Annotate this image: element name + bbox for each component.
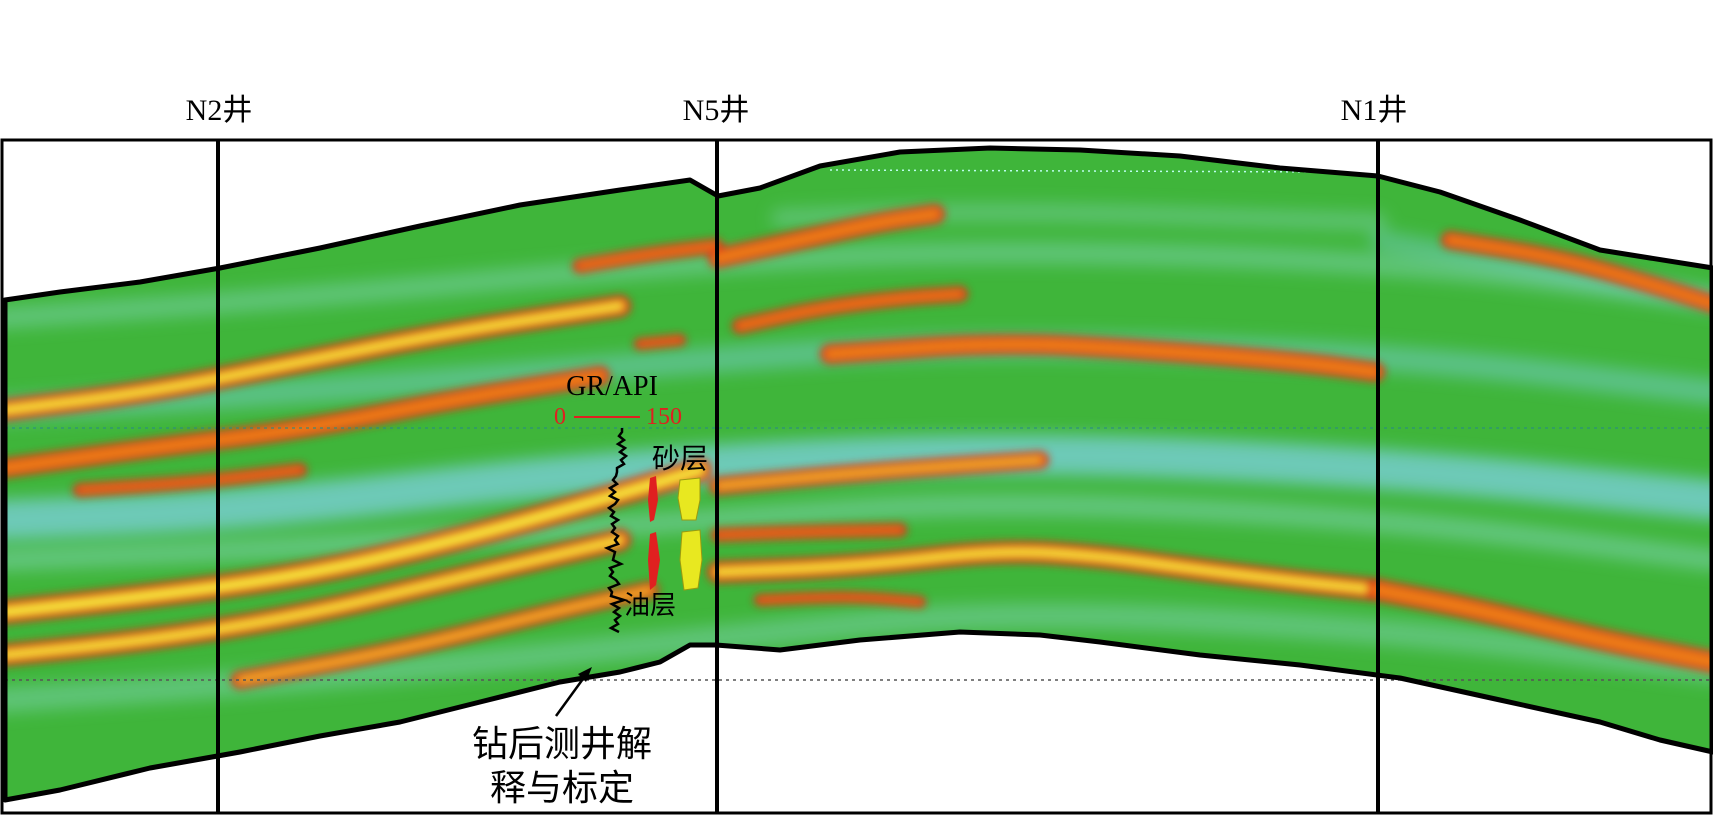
reflector-3-orange xyxy=(78,468,302,492)
reflector-13-yellow xyxy=(715,549,1381,593)
log-scale-min: 0 xyxy=(554,404,566,430)
log-scale-max: 150 xyxy=(646,404,682,430)
reflector-9-orange xyxy=(737,291,963,329)
soft-band-3 xyxy=(5,434,1713,540)
reflector-17-orange xyxy=(638,338,682,346)
reflector-bands xyxy=(5,204,1713,689)
well-label-n2: N2井 xyxy=(186,94,253,127)
reflector-2-orange xyxy=(5,371,605,473)
reflector-4-yellow xyxy=(5,466,704,616)
reflector-12-orange xyxy=(716,528,902,537)
annotation: 钻后测井解 释与标定 xyxy=(472,667,652,809)
well-label-n1: N1井 xyxy=(1341,94,1408,127)
reflector-14-orange xyxy=(1372,584,1713,668)
annotation-line-1: 钻后测井解 xyxy=(472,724,652,765)
soft-bands xyxy=(5,203,1713,713)
reflector-15-orange xyxy=(1446,236,1713,308)
reflector-11-yellow xyxy=(717,459,1041,487)
reflector-10-orange xyxy=(825,339,1380,377)
soft-band-4 xyxy=(5,494,1713,571)
gr-log-curve xyxy=(603,428,629,634)
reflector-8-orange xyxy=(713,209,940,263)
annotation-line-2: 释与标定 xyxy=(490,768,634,809)
log-title: GR/API xyxy=(566,371,658,402)
sand-layer-fill xyxy=(677,477,703,591)
soft-band-6 xyxy=(1370,230,1713,310)
log-track: GR/API 0 150 砂层 油层 xyxy=(554,371,708,634)
horizon-dotted-lines xyxy=(5,169,1713,681)
reflector-7-orange xyxy=(577,243,719,269)
reflector-16-orange xyxy=(758,595,922,604)
annotation-arrow-line xyxy=(554,671,590,717)
oil-layer-fill xyxy=(648,476,660,590)
soft-band-5 xyxy=(5,603,1713,713)
well-label-n5: N5井 xyxy=(683,94,750,127)
oil-layer-label: 油层 xyxy=(624,591,676,621)
sand-layer-label: 砂层 xyxy=(652,442,708,475)
section-frame xyxy=(0,138,1713,815)
reflector-5-yellow xyxy=(5,537,623,658)
annotation-arrow-head xyxy=(578,667,592,682)
reflector-6-yellow xyxy=(239,589,651,681)
seismic-body xyxy=(5,148,1713,800)
reflector-1-yellow xyxy=(5,303,623,413)
